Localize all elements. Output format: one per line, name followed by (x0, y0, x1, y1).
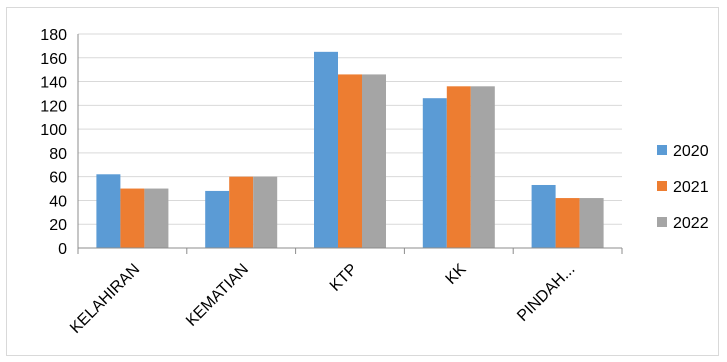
bar-2022-3 (471, 86, 495, 248)
legend-swatch-2022 (657, 217, 667, 227)
x-tick-label: KEMATIAN (183, 261, 252, 330)
bar-2020-3 (423, 98, 447, 248)
bar-2022-1 (253, 177, 277, 248)
bar-2022-0 (144, 189, 168, 248)
y-tick-label: 60 (49, 170, 67, 187)
legend-label: 2022 (673, 215, 709, 232)
bar-2021-2 (338, 74, 362, 248)
legend-swatch-2021 (657, 181, 667, 191)
bar-2021-3 (447, 86, 471, 248)
x-tick-label: KELAHIRAN (67, 261, 143, 337)
y-tick-label: 0 (58, 241, 67, 258)
bar-2020-2 (314, 52, 338, 248)
legend-label: 2020 (673, 143, 709, 160)
x-tick-label: KTP (327, 261, 361, 295)
bar-2022-4 (580, 198, 604, 248)
x-tick-label: PINDAH... (514, 261, 578, 325)
y-tick-label: 40 (49, 193, 67, 210)
bar-2020-0 (96, 174, 120, 248)
y-axis-ticks: 0 20 40 60 80 100 120 140 160 180 (40, 27, 67, 258)
x-tick-label: KK (443, 261, 470, 288)
legend: 2020 2021 2022 (657, 143, 709, 232)
y-tick-label: 160 (40, 51, 67, 68)
bar-2021-0 (120, 189, 144, 248)
legend-label: 2021 (673, 179, 709, 196)
y-tick-label: 80 (49, 146, 67, 163)
y-tick-label: 20 (49, 217, 67, 234)
x-axis-ticks: KELAHIRAN KEMATIAN KTP KK PINDAH... (67, 261, 578, 337)
bar-2021-4 (556, 198, 580, 248)
bar-2020-4 (532, 185, 556, 248)
y-tick-label: 120 (40, 98, 67, 115)
y-tick-label: 100 (40, 122, 67, 139)
y-tick-label: 180 (40, 27, 67, 44)
bar-2021-1 (229, 177, 253, 248)
y-tick-label: 140 (40, 75, 67, 92)
legend-swatch-2020 (657, 145, 667, 155)
bar-2020-1 (205, 191, 229, 248)
bar-2022-2 (362, 74, 386, 248)
